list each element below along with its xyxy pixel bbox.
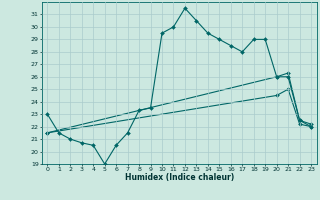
X-axis label: Humidex (Indice chaleur): Humidex (Indice chaleur): [124, 173, 234, 182]
